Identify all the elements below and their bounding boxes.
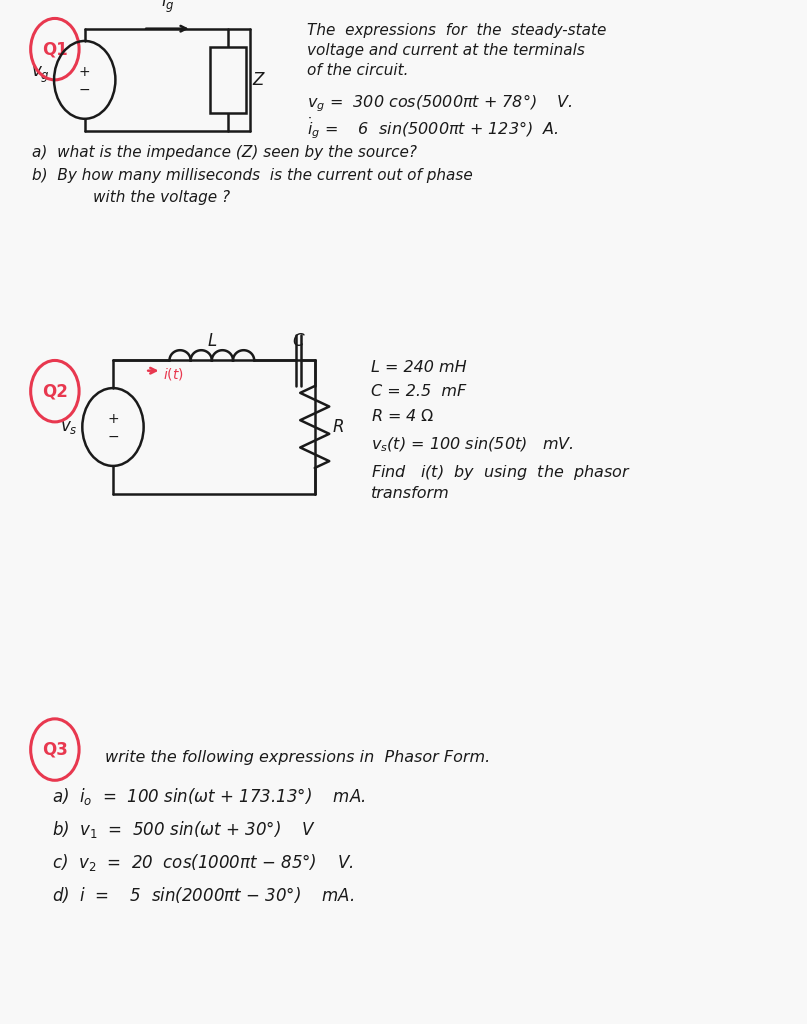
Text: b)  $v_1$  =  500 sin($\omega$t + 30°)    V: b) $v_1$ = 500 sin($\omega$t + 30°) V [52,819,316,841]
Text: c)  $v_2$  =  20  cos(1000$\pi$t $-$ 85°)    V.: c) $v_2$ = 20 cos(1000$\pi$t $-$ 85°) V. [52,852,354,873]
Text: −: − [107,430,119,444]
Text: Z: Z [253,71,264,89]
Text: R = 4 $\Omega$: R = 4 $\Omega$ [371,408,435,424]
Text: of the circuit.: of the circuit. [307,63,408,79]
Text: with the voltage ?: with the voltage ? [93,190,230,206]
Text: $\dot{i}_g$: $\dot{i}_g$ [161,0,174,15]
Text: $\dot{i}_g$ =    6  sin(5000$\pi$t + 123°)  A.: $\dot{i}_g$ = 6 sin(5000$\pi$t + 123°) A… [307,116,558,141]
Text: $v_s$(t) = 100 sin(50t)   mV.: $v_s$(t) = 100 sin(50t) mV. [371,435,574,454]
Text: write the following expressions in  Phasor Form.: write the following expressions in Phaso… [105,750,490,765]
Text: +: + [107,412,119,426]
Text: Q3: Q3 [42,740,68,759]
Text: a)  what is the impedance (Z) seen by the source?: a) what is the impedance (Z) seen by the… [32,145,417,161]
Text: Q2: Q2 [42,382,68,400]
Text: b)  By how many milliseconds  is the current out of phase: b) By how many milliseconds is the curre… [32,168,473,183]
Text: +: + [79,65,90,79]
Text: voltage and current at the terminals: voltage and current at the terminals [307,43,584,58]
Text: L: L [207,332,216,350]
Text: $v_g$ =  300 cos(5000$\pi$t + 78°)    V.: $v_g$ = 300 cos(5000$\pi$t + 78°) V. [307,92,572,114]
Text: $i(t)$: $i(t)$ [163,366,184,382]
Text: C = 2.5  mF: C = 2.5 mF [371,384,466,399]
Text: transform: transform [371,486,450,502]
Text: C: C [293,332,304,350]
Text: Z: Z [222,71,234,89]
Text: −: − [79,83,90,97]
Text: Find   $i$(t)  by  using  the  phasor: Find $i$(t) by using the phasor [371,463,631,482]
Text: a)  $i_o$  =  100 sin($\omega$t + 173.13°)    mA.: a) $i_o$ = 100 sin($\omega$t + 173.13°) … [52,786,366,808]
Text: The  expressions  for  the  steady-state: The expressions for the steady-state [307,23,606,38]
Text: L = 240 mH: L = 240 mH [371,360,466,376]
Text: Q1: Q1 [42,40,68,58]
Bar [210,47,246,114]
Text: $v_g$: $v_g$ [31,65,50,85]
Text: R: R [332,418,344,436]
Text: d)  $i$  =    5  sin(2000$\pi$t $-$ 30°)    mA.: d) $i$ = 5 sin(2000$\pi$t $-$ 30°) mA. [52,885,355,905]
Text: $v_s$: $v_s$ [60,418,77,436]
